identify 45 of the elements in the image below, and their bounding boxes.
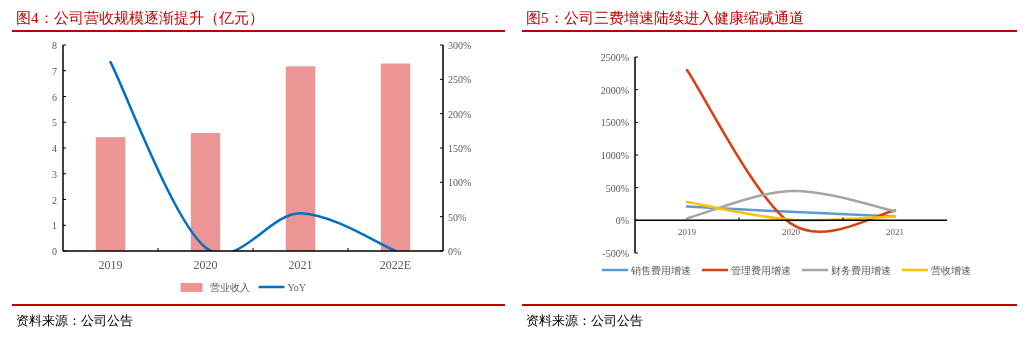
y-tick-label: 2 — [52, 194, 57, 206]
y2-tick-label: 200% — [448, 108, 472, 120]
y-tick-label: 2000% — [600, 84, 629, 96]
y-tick-label: 1500% — [600, 117, 629, 129]
legend-label: 管理费用增速 — [731, 265, 791, 276]
y2-tick-label: 150% — [448, 143, 472, 154]
y-tick-label: 6 — [52, 91, 57, 103]
y-tick-label: 0% — [615, 215, 629, 227]
y2-tick-label: 0% — [448, 246, 462, 257]
y-tick-label: 0 — [52, 246, 57, 257]
y-tick-label: 7 — [52, 65, 57, 77]
x-tick-label: 2021 — [886, 227, 904, 238]
y2-tick-label: 250% — [448, 74, 472, 86]
line-series — [109, 60, 397, 251]
chart-title: 图4：公司营收规模逐渐提升（亿元） — [16, 10, 264, 26]
x-tick-label: 2019 — [678, 227, 697, 238]
y-tick-label: 1000% — [600, 150, 629, 161]
y-tick-label: 8 — [52, 40, 57, 51]
y-tick-label: 500% — [605, 182, 629, 194]
y-tick-label: 2500% — [600, 52, 629, 63]
legend-label: 销售费用增速 — [630, 265, 691, 276]
x-tick-label: 2019 — [98, 258, 123, 272]
text: 资料来源：公司公告 — [526, 313, 643, 328]
legend-label: YoY — [287, 282, 306, 293]
y2-tick-label: 300% — [448, 40, 472, 51]
bar — [95, 137, 126, 251]
text: 资料来源：公司公告 — [16, 313, 133, 328]
y2-tick-label: 100% — [448, 177, 472, 189]
legend-label: 营业收入 — [209, 282, 250, 293]
x-tick-label: 2020 — [193, 258, 218, 272]
bar — [285, 66, 316, 251]
y-tick-label: 5 — [52, 117, 57, 129]
x-tick-label: 2022E — [379, 258, 412, 272]
x-tick-label: 2020 — [782, 227, 801, 238]
chart-title: 图5：公司三费增速陆续进入健康缩减通道 — [526, 10, 804, 26]
y2-tick-label: 50% — [448, 211, 467, 223]
legend-label: 财务费用增速 — [831, 265, 891, 276]
y-tick-label: -500% — [602, 248, 629, 259]
bar — [380, 63, 411, 251]
legend-label: 营收增速 — [931, 265, 971, 276]
y-tick-label: 4 — [52, 143, 57, 154]
x-tick-label: 2021 — [288, 258, 313, 272]
y-tick-label: 3 — [52, 168, 57, 180]
bar — [190, 133, 221, 251]
y-tick-label: 1 — [52, 220, 57, 232]
